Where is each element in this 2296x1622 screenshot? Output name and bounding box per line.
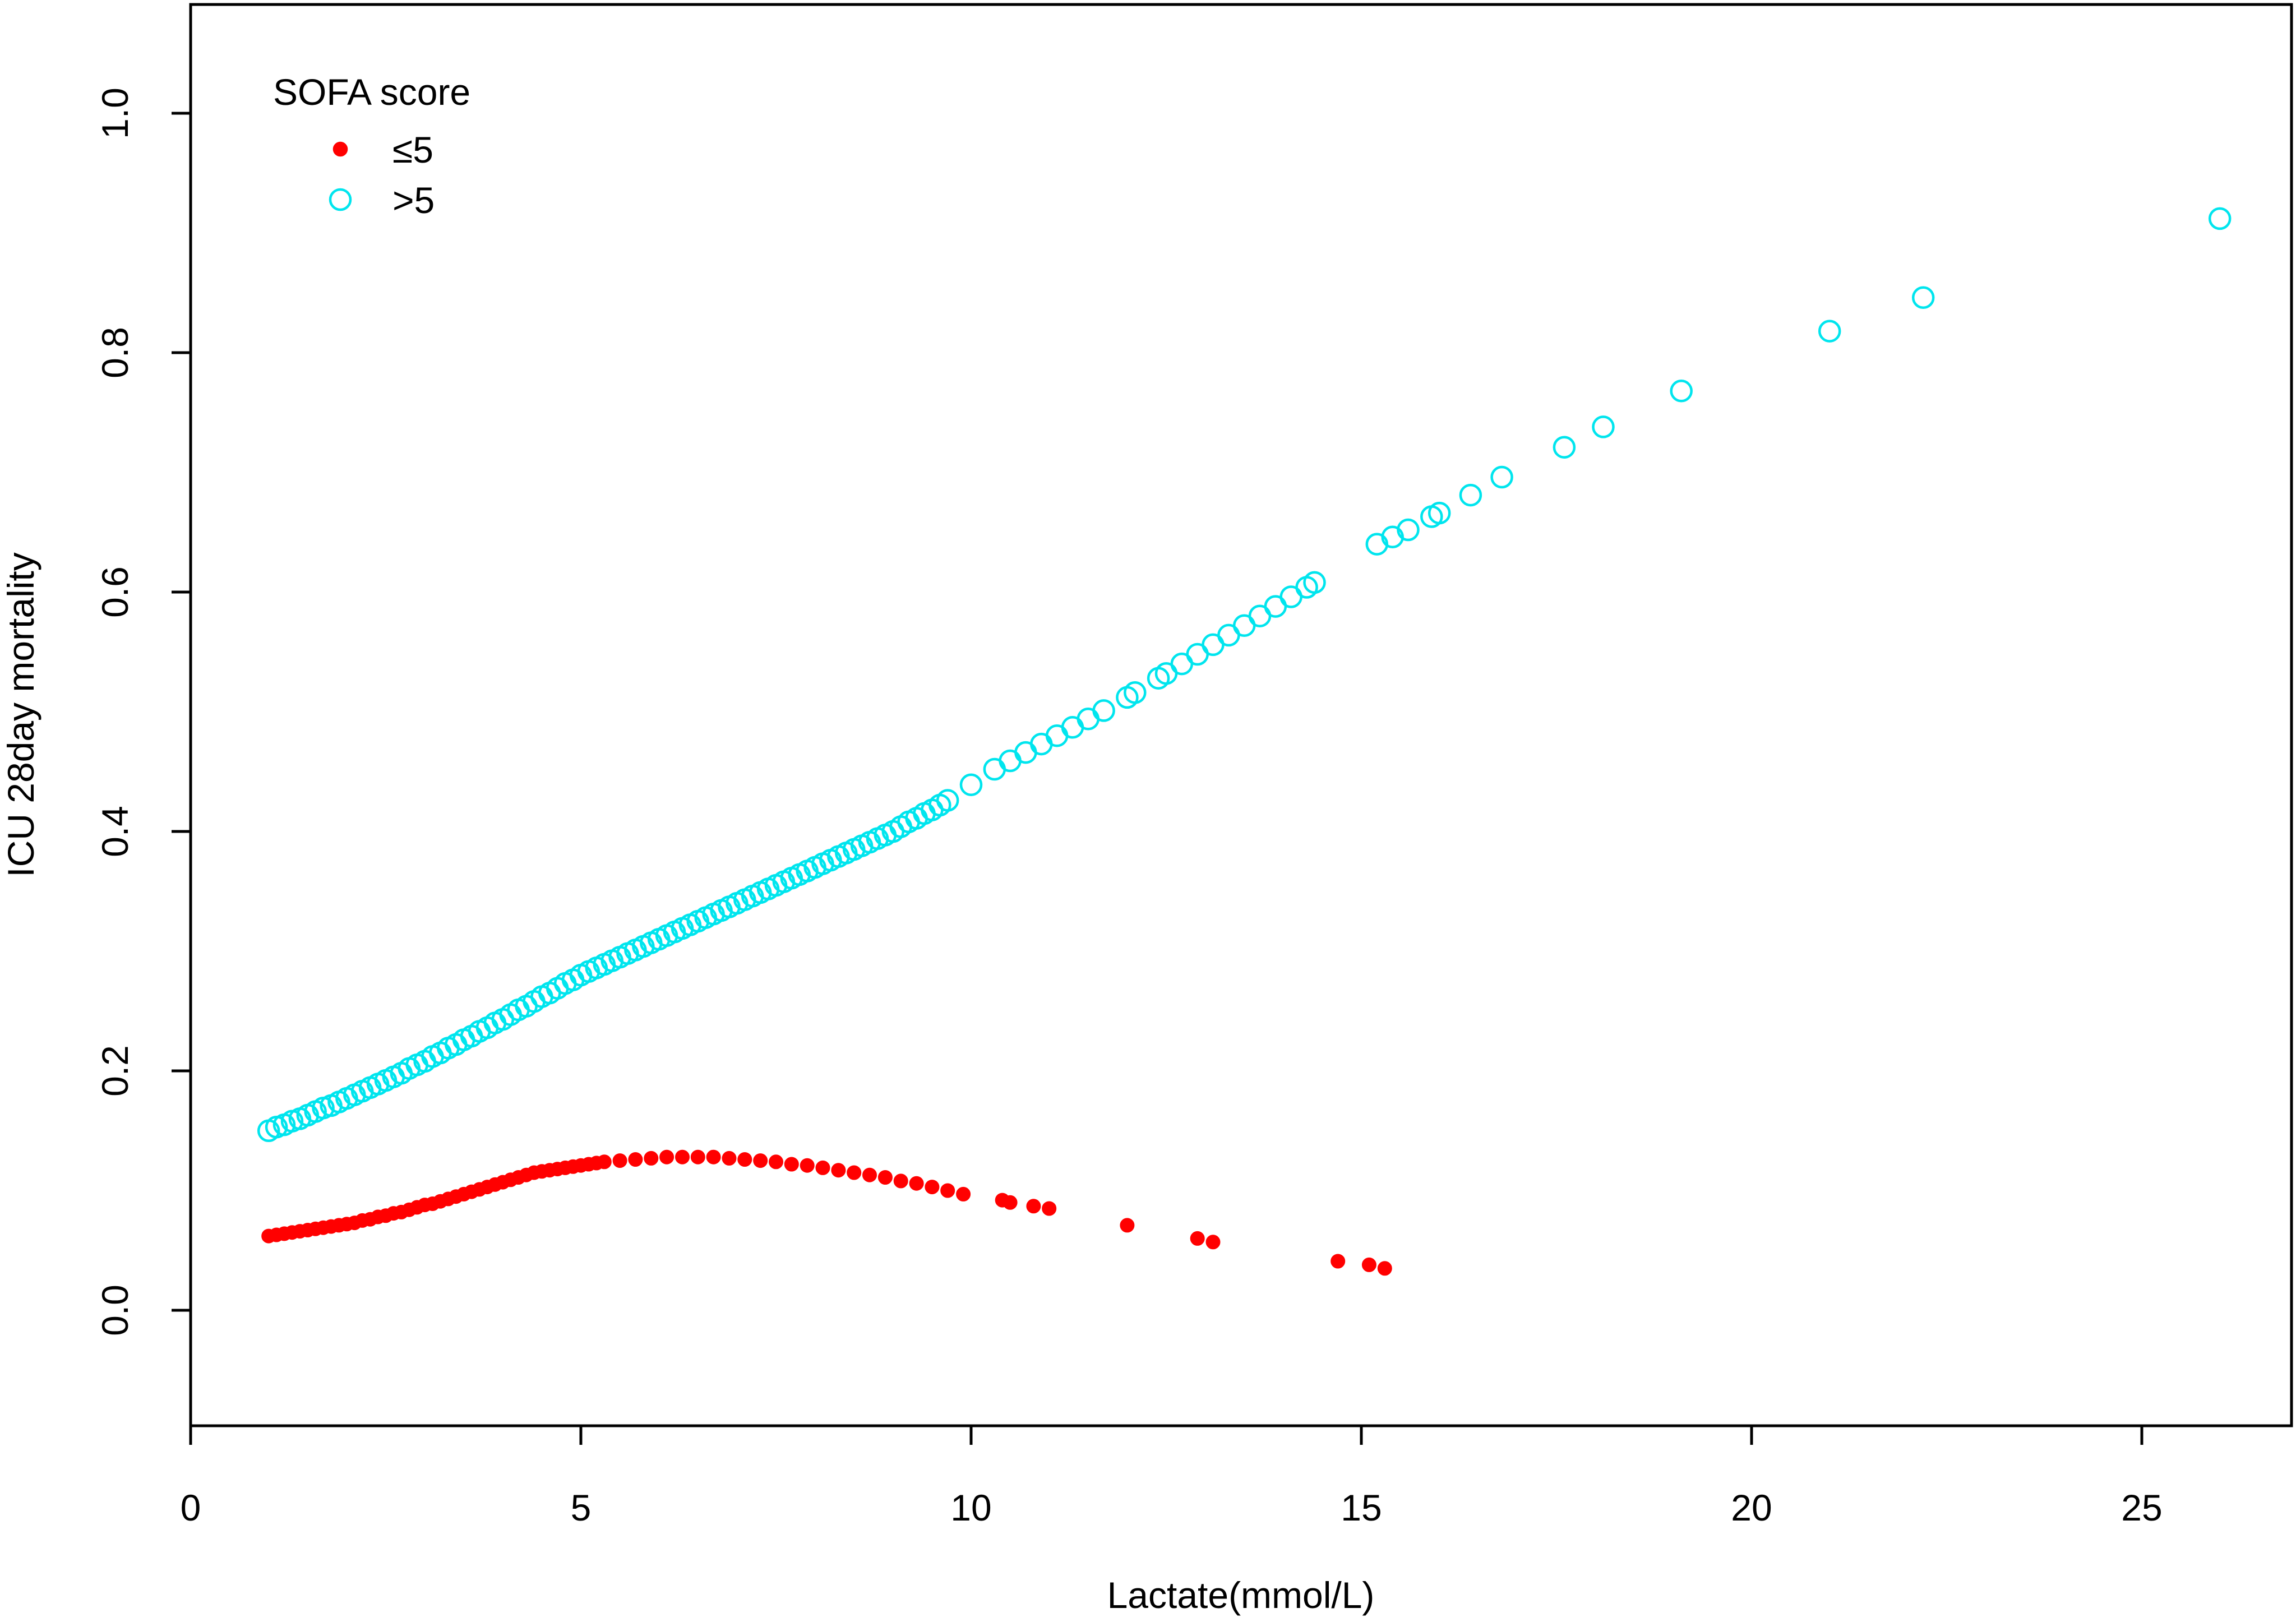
point-sofa-le5 — [612, 1153, 627, 1168]
point-sofa-le5 — [690, 1149, 705, 1164]
point-sofa-le5 — [706, 1149, 721, 1164]
legend-entries: ≤5>5 — [329, 129, 435, 221]
point-sofa-gt5 — [1490, 465, 1513, 489]
point-sofa-le5 — [769, 1154, 783, 1170]
point-sofa-le5 — [1190, 1231, 1205, 1246]
point-sofa-gt5 — [1670, 380, 1693, 403]
point-sofa-le5 — [909, 1176, 924, 1191]
x-tick-label: 0 — [181, 1487, 201, 1528]
point-sofa-gt5 — [1911, 286, 1935, 309]
point-sofa-gt5 — [1592, 415, 1615, 438]
x-tick-label: 5 — [571, 1487, 592, 1528]
point-sofa-gt5 — [1124, 681, 1147, 704]
point-sofa-le5 — [597, 1154, 612, 1170]
point-sofa-le5 — [800, 1158, 815, 1173]
plot-frame — [189, 3, 2293, 1427]
point-sofa-gt5 — [936, 789, 959, 812]
point-sofa-le5 — [1331, 1254, 1346, 1269]
y-tick-label: 0.0 — [94, 1284, 136, 1336]
legend-marker — [332, 141, 348, 157]
point-sofa-gt5 — [1818, 320, 1841, 343]
point-sofa-le5 — [659, 1149, 675, 1164]
point-sofa-le5 — [925, 1180, 940, 1195]
legend: SOFA score ≤5>5 — [273, 71, 470, 221]
point-sofa-le5 — [644, 1150, 659, 1166]
y-axis: 0.0 0.2 0.4 0.6 0.8 1.0 — [94, 87, 191, 1336]
point-sofa-gt5 — [1077, 708, 1100, 731]
y-tick-label: 0.6 — [94, 566, 136, 618]
y-tick-label: 1.0 — [94, 87, 136, 139]
point-sofa-le5 — [1120, 1218, 1135, 1233]
point-sofa-le5 — [675, 1149, 690, 1164]
point-sofa-gt5 — [1014, 741, 1037, 764]
point-sofa-le5 — [737, 1152, 752, 1167]
point-sofa-le5 — [1026, 1199, 1041, 1214]
point-sofa-gt5 — [1061, 716, 1084, 739]
point-sofa-le5 — [753, 1153, 768, 1168]
point-sofa-le5 — [862, 1167, 877, 1182]
x-tick-label: 20 — [1731, 1487, 1772, 1528]
point-sofa-le5 — [1042, 1201, 1057, 1216]
point-sofa-le5 — [628, 1152, 643, 1167]
legend-label: ≤5 — [392, 129, 433, 170]
point-sofa-gt5 — [1397, 518, 1420, 542]
point-sofa-gt5 — [1428, 501, 1451, 525]
point-sofa-gt5 — [1030, 732, 1053, 756]
legend-label: >5 — [392, 179, 435, 221]
y-tick-label: 0.8 — [94, 327, 136, 378]
data-points — [257, 207, 2232, 1276]
legend-title: SOFA score — [273, 71, 470, 113]
point-sofa-le5 — [1003, 1195, 1018, 1210]
x-axis-title: Lactate(mmol/L) — [1107, 1574, 1375, 1616]
x-axis: 0 5 10 15 20 25 — [181, 1426, 2163, 1528]
x-tick-label: 25 — [2121, 1487, 2162, 1528]
x-tick-label: 10 — [950, 1487, 991, 1528]
point-sofa-le5 — [1361, 1257, 1376, 1272]
legend-marker — [329, 188, 352, 211]
point-sofa-le5 — [893, 1173, 908, 1189]
y-tick-label: 0.4 — [94, 806, 136, 857]
x-tick-label: 15 — [1341, 1487, 1382, 1528]
point-sofa-gt5 — [983, 757, 1006, 781]
point-sofa-gt5 — [959, 773, 983, 796]
point-sofa-le5 — [877, 1170, 893, 1185]
point-sofa-le5 — [1205, 1235, 1221, 1250]
point-sofa-gt5 — [1092, 699, 1115, 722]
point-sofa-le5 — [1377, 1261, 1392, 1276]
point-sofa-le5 — [940, 1183, 955, 1198]
point-sofa-le5 — [831, 1163, 846, 1178]
y-tick-label: 0.2 — [94, 1045, 136, 1097]
y-axis-title: ICU 28day mortality — [0, 552, 41, 877]
point-sofa-gt5 — [1459, 483, 1482, 507]
point-sofa-le5 — [956, 1186, 971, 1202]
point-sofa-gt5 — [1045, 724, 1069, 747]
point-sofa-le5 — [815, 1160, 830, 1175]
point-sofa-gt5 — [1303, 571, 1326, 594]
point-sofa-le5 — [722, 1150, 737, 1166]
point-sofa-gt5 — [999, 749, 1022, 773]
point-sofa-gt5 — [2208, 207, 2232, 230]
point-sofa-le5 — [784, 1157, 799, 1172]
point-sofa-gt5 — [1553, 436, 1576, 459]
point-sofa-le5 — [847, 1165, 862, 1180]
